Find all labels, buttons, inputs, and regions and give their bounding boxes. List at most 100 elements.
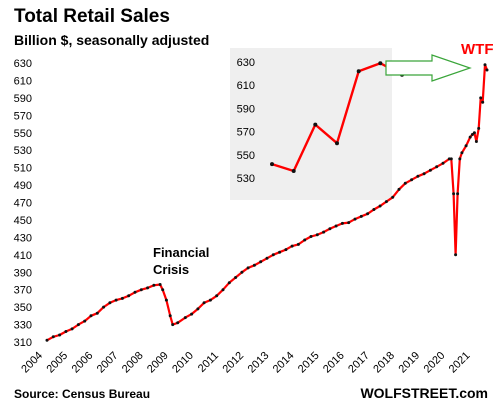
data-point bbox=[353, 217, 357, 221]
inset-y-tick-label: 550 bbox=[237, 150, 255, 162]
main-plot bbox=[45, 63, 489, 342]
inset-y-tick-label: 630 bbox=[237, 57, 255, 69]
data-point bbox=[481, 100, 485, 104]
x-tick-label: 2021 bbox=[447, 350, 473, 376]
data-point bbox=[464, 144, 468, 148]
data-point bbox=[483, 63, 487, 67]
x-tick-label: 2010 bbox=[170, 350, 196, 376]
data-point bbox=[290, 244, 294, 248]
data-point bbox=[334, 224, 338, 228]
data-point bbox=[58, 333, 62, 337]
x-tick-label: 2018 bbox=[371, 350, 397, 376]
y-tick-label: 510 bbox=[14, 163, 32, 175]
data-point bbox=[164, 298, 168, 302]
data-point bbox=[309, 235, 313, 238]
y-tick-label: 310 bbox=[14, 337, 32, 349]
data-point bbox=[458, 157, 462, 161]
x-tick-label: 2016 bbox=[321, 350, 347, 376]
data-point bbox=[190, 312, 194, 316]
x-tick-label: 2007 bbox=[95, 350, 121, 376]
data-point bbox=[234, 276, 238, 279]
data-point bbox=[303, 238, 307, 242]
inset-y-tick-label: 610 bbox=[237, 80, 255, 92]
data-point bbox=[315, 233, 319, 237]
brand-label: WOLFSTREET.com bbox=[360, 385, 488, 401]
financial-crisis-annotation: Financial Crisis bbox=[153, 244, 209, 278]
data-point bbox=[196, 307, 200, 311]
y-tick-label: 430 bbox=[14, 232, 32, 244]
data-point bbox=[296, 242, 300, 246]
y-tick-label: 550 bbox=[14, 128, 32, 140]
y-tick-label: 530 bbox=[14, 145, 32, 157]
data-point bbox=[474, 140, 478, 143]
data-point bbox=[70, 327, 74, 331]
data-point bbox=[133, 290, 137, 294]
inset-data-point bbox=[356, 69, 361, 74]
data-point bbox=[278, 250, 282, 254]
data-point bbox=[391, 195, 395, 199]
data-point bbox=[472, 131, 476, 135]
x-tick-label: 2008 bbox=[120, 350, 146, 376]
x-tick-label: 2017 bbox=[346, 350, 372, 376]
x-tick-label: 2019 bbox=[396, 350, 422, 376]
x-tick-label: 2014 bbox=[271, 350, 297, 376]
data-point bbox=[403, 181, 407, 185]
data-point bbox=[168, 314, 172, 318]
data-point bbox=[215, 294, 219, 298]
y-tick-label: 390 bbox=[14, 267, 32, 279]
data-point bbox=[252, 263, 256, 267]
data-point bbox=[202, 301, 206, 305]
data-point bbox=[485, 68, 489, 72]
inset-y-tick-label: 530 bbox=[237, 173, 255, 185]
chart-subtitle: Billion $, seasonally adjusted bbox=[14, 32, 210, 48]
data-point bbox=[328, 227, 332, 231]
data-point bbox=[452, 192, 456, 196]
y-tick-label: 630 bbox=[14, 58, 32, 70]
inset-data-point bbox=[291, 169, 296, 173]
x-tick-label: 2006 bbox=[70, 350, 96, 376]
data-point bbox=[428, 168, 432, 172]
data-point bbox=[359, 214, 363, 218]
data-point bbox=[416, 174, 420, 178]
data-point bbox=[146, 286, 150, 290]
inset-chart: 530 550 570 590 610 630 bbox=[230, 48, 404, 200]
y-tick-label: 610 bbox=[14, 75, 32, 87]
data-point bbox=[340, 221, 344, 225]
data-point bbox=[435, 165, 439, 169]
data-point bbox=[384, 200, 388, 204]
data-point bbox=[410, 178, 414, 182]
data-point bbox=[45, 338, 49, 342]
data-point bbox=[397, 187, 401, 191]
data-point bbox=[102, 305, 106, 309]
data-point bbox=[240, 270, 244, 274]
data-point bbox=[470, 133, 474, 136]
x-tick-label: 2004 bbox=[19, 350, 45, 376]
data-point bbox=[158, 283, 162, 286]
data-point bbox=[120, 296, 124, 300]
financial-crisis-line1: Financial bbox=[153, 245, 210, 260]
x-tick-label: 2020 bbox=[422, 350, 448, 376]
wtf-annotation: WTF bbox=[461, 41, 494, 58]
data-point bbox=[221, 288, 225, 292]
y-tick-label: 590 bbox=[14, 93, 32, 105]
data-point bbox=[51, 335, 55, 339]
data-point bbox=[468, 135, 472, 139]
data-point bbox=[95, 311, 99, 315]
data-point bbox=[83, 319, 87, 323]
data-point bbox=[76, 323, 80, 327]
data-point bbox=[183, 316, 187, 320]
data-point bbox=[366, 212, 370, 216]
data-point bbox=[114, 298, 118, 302]
arrow-annotation bbox=[385, 54, 472, 82]
x-tick-label: 2009 bbox=[145, 350, 171, 376]
inset-y-tick-label: 570 bbox=[237, 127, 255, 139]
data-point bbox=[89, 314, 93, 318]
y-tick-label: 350 bbox=[14, 302, 32, 314]
data-point bbox=[64, 330, 68, 333]
data-point bbox=[422, 172, 426, 176]
y-tick-label: 370 bbox=[14, 285, 32, 297]
x-tick-label: 2005 bbox=[44, 350, 70, 376]
data-point bbox=[161, 288, 165, 292]
data-point bbox=[176, 321, 180, 325]
